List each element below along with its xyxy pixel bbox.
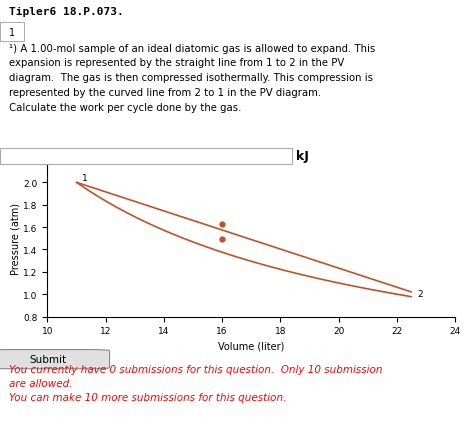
FancyBboxPatch shape [0,350,109,369]
Text: kJ: kJ [296,150,309,163]
Y-axis label: Pressure (atm): Pressure (atm) [10,203,20,275]
X-axis label: Volume (liter): Volume (liter) [218,341,284,351]
Text: 2: 2 [417,290,423,299]
Text: 1: 1 [9,28,15,37]
Text: 1: 1 [82,174,88,183]
Text: You currently have 0 submissions for this question.  Only 10 submission
are allo: You currently have 0 submissions for thi… [9,365,383,402]
FancyBboxPatch shape [0,148,292,164]
Text: Tipler6 18.P.073.: Tipler6 18.P.073. [9,7,124,17]
Text: Submit: Submit [29,354,67,364]
FancyBboxPatch shape [0,23,24,42]
Text: ¹) A 1.00-mol sample of an ideal diatomic gas is allowed to expand. This
expansi: ¹) A 1.00-mol sample of an ideal diatomi… [9,43,376,112]
